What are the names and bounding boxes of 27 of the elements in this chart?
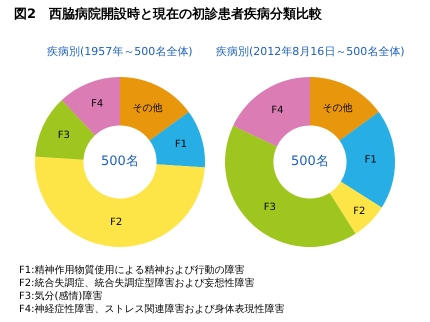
text: 500名 [291, 154, 329, 169]
slice-label: F3 [264, 202, 276, 214]
slice-label: F1 [364, 154, 377, 166]
chart-title: 図2 西脇病院開設時と現在の初診患者疾病分類比較 [14, 6, 324, 22]
slice-label: F3 [58, 130, 70, 142]
slice-label: その他 [132, 102, 163, 114]
chart-subtitle: 疾病別(2012年8月16日～500名全体) [216, 45, 405, 58]
text: F4:神経症性障害、ストレス関連障害および身体表現性障害 [19, 303, 284, 315]
slice-label: F2 [353, 206, 366, 217]
chart-subtitle: 疾病別(1957年～500名全体) [47, 45, 193, 58]
slice-label: F4 [271, 105, 284, 116]
text: F3:気分(感情)障害 [19, 290, 102, 302]
donut-slice [35, 156, 205, 247]
donut-slice [233, 77, 310, 146]
slice-label: F2 [110, 217, 122, 228]
donut-slice [310, 77, 379, 141]
slice-label: その他 [322, 102, 353, 114]
text: 500名 [101, 154, 139, 169]
donut-slice [150, 112, 205, 168]
text: F2:統合失調症、統合失調症型障害および妄想性障害 [19, 277, 254, 289]
donut-slice [225, 126, 356, 247]
slice-label: F4 [91, 98, 104, 110]
slice-label: F1 [174, 138, 188, 150]
text: F1:精神作用物質使用による精神および行動の障害 [19, 264, 244, 276]
donut-slice [330, 182, 382, 234]
donut-slice [120, 77, 189, 141]
donut-slice [340, 112, 395, 208]
